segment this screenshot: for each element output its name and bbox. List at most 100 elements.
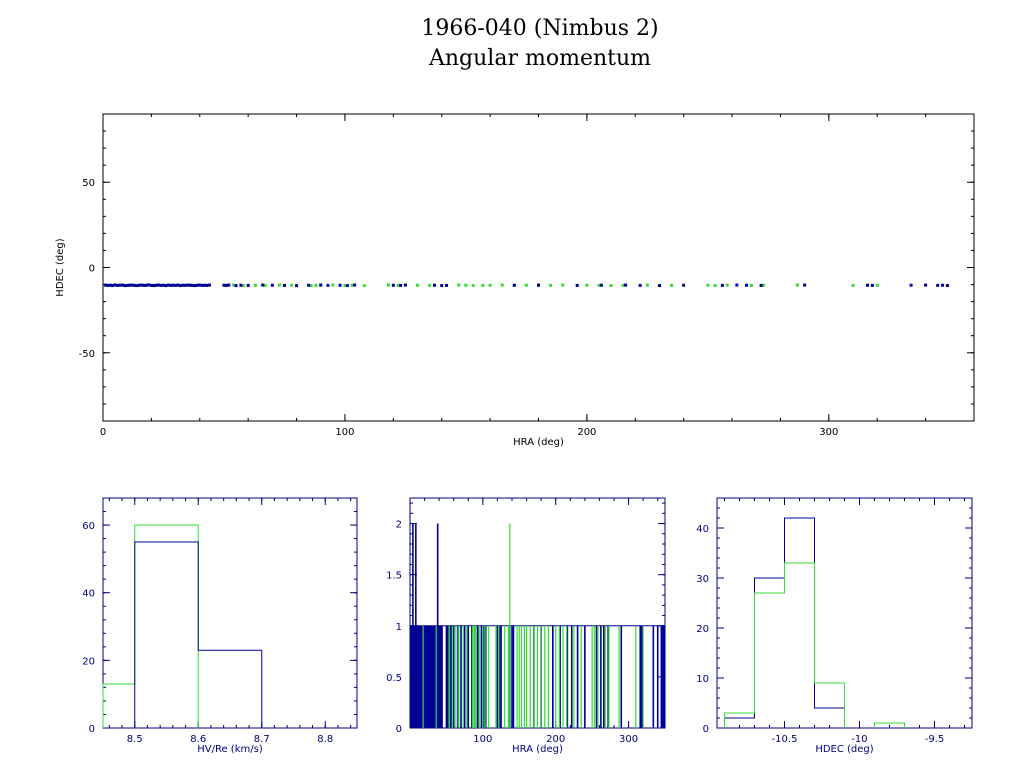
scatter-point-blue — [575, 283, 579, 287]
histogram-outline-green — [724, 562, 905, 728]
scatter-point-blue — [181, 283, 185, 287]
scatter-point-green — [362, 284, 366, 288]
scatter-point-blue — [432, 283, 436, 287]
scatter-point-green — [645, 283, 649, 287]
x-tick-label: 100 — [473, 734, 492, 745]
y-tick-label: 40 — [82, 589, 95, 600]
scatter-point-green — [278, 283, 282, 287]
scatter-point-blue — [120, 283, 124, 287]
y-tick-label: 1.5 — [386, 571, 402, 582]
scatter-point-green — [851, 283, 855, 287]
scatter-point-blue — [224, 283, 228, 287]
scatter-point-blue — [103, 283, 107, 287]
scatter-point-blue — [759, 283, 763, 287]
chart-title: 1966-040 (Nimbus 2) — [421, 16, 659, 41]
scatter-point-blue — [282, 283, 286, 287]
scatter-point-green — [706, 283, 710, 287]
scatter-point-green — [253, 283, 257, 287]
scatter-point-blue — [106, 283, 110, 287]
scatter-point-blue — [870, 283, 874, 287]
x-axis-title-0: HRA (deg) — [513, 437, 564, 448]
scatter-point-blue — [111, 284, 115, 288]
scatter-point-green — [488, 283, 492, 287]
x-tick-label: -9.5 — [925, 734, 945, 745]
scatter-point-green — [481, 283, 485, 287]
scatter-point-blue — [735, 283, 739, 287]
x-axis-title-1: HV/Re (km/s) — [197, 744, 263, 755]
scatter-point-green — [416, 283, 420, 287]
scatter-point-blue — [154, 283, 158, 287]
scatter-point-blue — [188, 283, 192, 287]
y-tick-label: 60 — [82, 521, 95, 532]
scatter-point-green — [263, 283, 267, 287]
y-tick-label: 1 — [396, 622, 402, 633]
scatter-point-blue — [176, 283, 180, 287]
scatter-point-green — [621, 283, 625, 287]
scatter-point-blue — [157, 283, 161, 287]
scatter-point-blue — [159, 283, 163, 287]
scatter-point-blue — [945, 284, 949, 288]
scatter-point-green — [549, 283, 553, 287]
scatter-point-blue — [261, 283, 265, 287]
x-tick-label: 300 — [619, 734, 638, 745]
plot-frame-0 — [102, 113, 975, 422]
scatter-point-blue — [128, 283, 132, 287]
scatter-point-blue — [624, 283, 628, 287]
scatter-point-blue — [113, 283, 117, 287]
scatter-point-blue — [803, 283, 807, 287]
scatter-point-blue — [174, 283, 178, 287]
scatter-point-blue — [171, 283, 175, 287]
x-tick-label: 100 — [335, 427, 354, 438]
x-tick-label: 8.8 — [317, 734, 333, 745]
x-tick-label: 8.7 — [254, 734, 270, 745]
scatter-point-blue — [391, 283, 395, 287]
scatter-point-blue — [142, 283, 146, 287]
scatter-point-green — [713, 284, 717, 288]
scatter-point-green — [875, 283, 879, 287]
scatter-point-blue — [270, 283, 274, 287]
x-tick-label: 300 — [819, 427, 838, 438]
scatter-point-blue — [130, 283, 134, 287]
scatter-point-blue — [186, 283, 190, 287]
scatter-point-green — [795, 283, 799, 287]
scatter-point-green — [290, 283, 294, 287]
histogram-outline-blue — [724, 517, 845, 728]
scatter-point-blue — [682, 283, 686, 287]
scatter-point-green — [396, 283, 400, 287]
scatter-point-blue — [137, 283, 141, 287]
y-tick-label: 0 — [396, 724, 402, 735]
scatter-point-green — [241, 284, 245, 288]
y-tick-label: 0 — [89, 264, 95, 275]
scatter-point-blue — [198, 283, 202, 287]
x-tick-label: 200 — [577, 427, 596, 438]
plot-frame-1 — [102, 497, 358, 729]
scatter-point-blue — [345, 284, 349, 288]
scatter-point-blue — [239, 283, 243, 287]
scatter-point-blue — [161, 283, 165, 287]
scatter-point-blue — [720, 283, 724, 287]
scatter-point-blue — [169, 283, 173, 287]
scatter-point-green — [749, 283, 753, 287]
scatter-point-green — [597, 283, 601, 287]
y-tick-label: 10 — [696, 674, 709, 685]
y-tick-label: 2 — [396, 520, 402, 531]
scatter-point-blue — [205, 283, 209, 287]
scatter-point-blue — [145, 283, 149, 287]
scatter-point-green — [609, 284, 613, 288]
scatter-point-green — [725, 283, 729, 287]
scatter-point-blue — [116, 283, 120, 287]
histogram-outline-green — [102, 524, 199, 728]
scatter-point-blue — [203, 283, 207, 287]
scatter-point-green — [386, 283, 390, 287]
scatter-point-blue — [193, 284, 197, 288]
x-tick-label: 8.5 — [127, 734, 143, 745]
scatter-point-green — [762, 283, 766, 287]
scatter-point-blue — [326, 283, 330, 287]
scatter-point-green — [524, 283, 528, 287]
scatter-point-blue — [123, 284, 127, 288]
scatter-point-blue — [152, 284, 156, 288]
scatter-point-blue — [445, 283, 449, 287]
scatter-point-blue — [353, 283, 357, 287]
chart-subtitle: Angular momentum — [429, 46, 651, 71]
scatter-point-blue — [200, 283, 204, 287]
